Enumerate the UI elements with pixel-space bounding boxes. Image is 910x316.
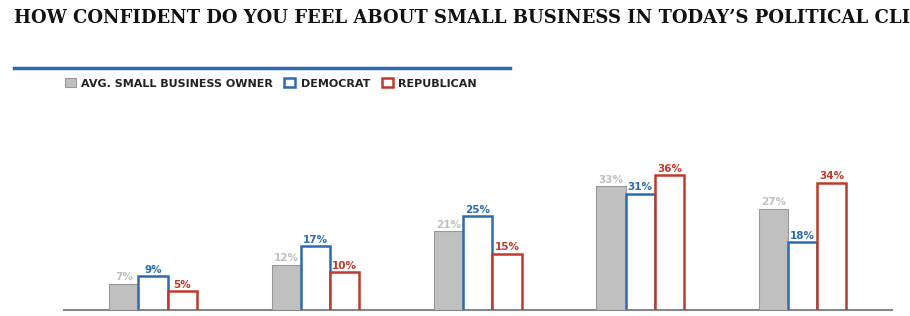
Text: 17%: 17% <box>303 235 328 245</box>
Text: 12%: 12% <box>274 253 298 263</box>
Text: 31%: 31% <box>628 182 652 192</box>
Bar <box>759 209 788 310</box>
Text: 5%: 5% <box>174 280 191 289</box>
Text: 18%: 18% <box>790 231 815 241</box>
Bar <box>817 183 846 310</box>
Bar <box>654 175 684 310</box>
Bar <box>625 194 654 310</box>
Text: 15%: 15% <box>494 242 520 252</box>
Bar <box>301 246 330 310</box>
Text: HOW CONFIDENT DO YOU FEEL ABOUT SMALL BUSINESS IN TODAY’S POLITICAL CLIMATE?: HOW CONFIDENT DO YOU FEEL ABOUT SMALL BU… <box>14 9 910 27</box>
Bar <box>492 254 521 310</box>
Text: 25%: 25% <box>465 205 490 215</box>
Text: 33%: 33% <box>599 175 623 185</box>
Text: 9%: 9% <box>144 264 162 275</box>
Bar <box>330 272 359 310</box>
Bar <box>434 231 463 310</box>
Text: 27%: 27% <box>761 198 786 207</box>
Bar <box>167 291 197 310</box>
Bar <box>596 186 625 310</box>
Legend: AVG. SMALL BUSINESS OWNER, DEMOCRAT, REPUBLICAN: AVG. SMALL BUSINESS OWNER, DEMOCRAT, REP… <box>65 78 477 88</box>
Text: 7%: 7% <box>115 272 133 282</box>
Bar <box>109 283 138 310</box>
Text: 10%: 10% <box>332 261 357 271</box>
Bar <box>788 242 817 310</box>
Text: 21%: 21% <box>436 220 461 230</box>
Bar <box>463 216 492 310</box>
Bar <box>138 276 167 310</box>
Text: 36%: 36% <box>657 164 682 174</box>
Bar <box>271 265 301 310</box>
Text: 34%: 34% <box>819 171 844 181</box>
